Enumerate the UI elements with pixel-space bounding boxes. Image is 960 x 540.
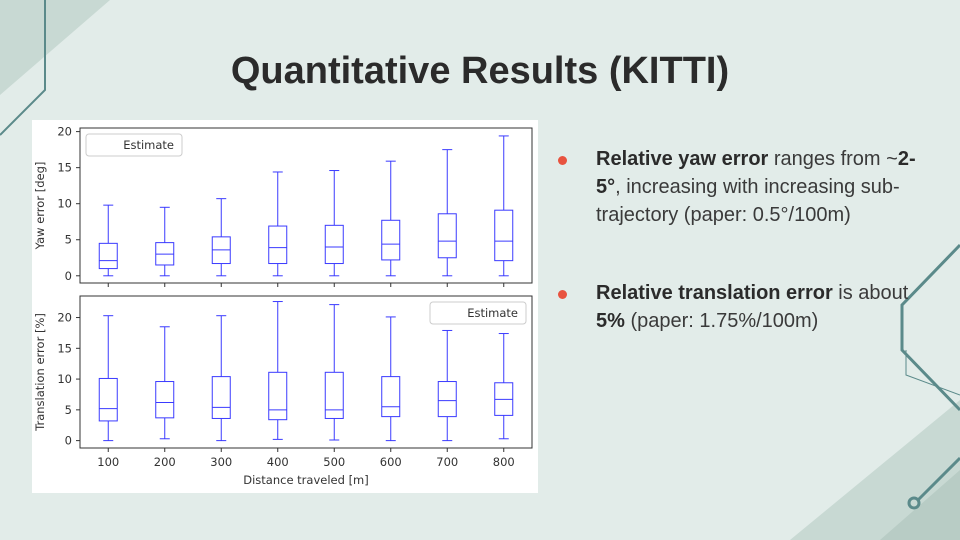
bullet-yaw-text-a: ranges from ~ <box>768 148 898 170</box>
y-axis-label: Translation error [%] <box>33 313 47 432</box>
plot-frame <box>79 295 533 449</box>
corner-line-right <box>900 243 960 412</box>
y-axis-label: Yaw error [deg] <box>33 162 47 251</box>
y-tick-label: 15 <box>57 341 72 355</box>
y-tick-label: 0 <box>65 434 72 448</box>
box-iqr <box>324 371 344 419</box>
x-tick-label: 700 <box>436 455 458 469</box>
y-tick-label: 5 <box>65 233 72 247</box>
corner-shape-top-left <box>0 0 110 95</box>
bullet-translation-term: Relative translation error <box>596 282 833 304</box>
bullet-yaw-text-b: , increasing with increasing sub-traject… <box>596 176 900 226</box>
legend-box <box>429 301 527 325</box>
corner-line-right-thin <box>905 350 960 396</box>
legend-label: Estimate <box>123 138 174 152</box>
bullet-list: Relative yaw error ranges from ~2-5°, in… <box>556 145 936 335</box>
x-tick-label: 800 <box>493 455 515 469</box>
box-iqr <box>381 376 401 418</box>
box-iqr <box>268 225 288 265</box>
y-tick-label: 10 <box>57 372 72 386</box>
bullet-dot <box>558 156 567 165</box>
boxplot-figure: 0 5 10 15 20 Yaw error [deg] Estimate 0 5 10 15 20 1… <box>32 120 538 493</box>
bullet-yaw-range: 2-5° <box>596 148 916 198</box>
x-tick-label: 500 <box>323 455 345 469</box>
plot-frame <box>79 127 533 284</box>
box-iqr <box>211 376 231 419</box>
box-iqr <box>437 381 457 418</box>
legend-label: Estimate <box>467 306 518 320</box>
bullet-yaw: Relative yaw error ranges from ~2-5°, in… <box>556 145 936 229</box>
x-tick-label: 600 <box>380 455 402 469</box>
x-axis-label: Distance traveled [m] <box>243 473 369 487</box>
y-tick-label: 20 <box>57 311 72 325</box>
x-tick-label: 400 <box>267 455 289 469</box>
box-iqr <box>324 224 344 265</box>
corner-line-bottom-right <box>916 456 960 502</box>
y-tick-label: 0 <box>65 269 72 283</box>
bullet-translation-text-b: (paper: 1.75%/100m) <box>624 310 819 332</box>
slide-title: Quantitative Results (KITTI) <box>230 50 730 92</box>
corner-line-top-left <box>0 0 46 136</box>
corner-node <box>907 496 921 510</box>
box-iqr <box>155 381 175 419</box>
x-tick-label: 100 <box>97 455 119 469</box>
boxplot-chart: 0 5 10 15 20 Yaw error [deg] Estimate 0 5 10 15 20 1… <box>33 125 533 487</box>
box-iqr <box>381 219 401 261</box>
box-iqr <box>268 371 288 421</box>
y-tick-label: 10 <box>57 197 72 211</box>
bullet-dot <box>558 290 567 299</box>
bullet-translation-text-a: is about <box>832 282 909 304</box>
x-tick-label: 300 <box>210 455 232 469</box>
x-tick-label: 200 <box>154 455 176 469</box>
legend-box <box>85 133 183 157</box>
bullet-translation: Relative translation error is about 5% (… <box>556 279 936 335</box>
bullet-yaw-term: Relative yaw error <box>596 148 769 170</box>
bullet-translation-value: 5% <box>596 310 625 332</box>
y-tick-label: 20 <box>57 125 72 139</box>
box-iqr <box>98 242 118 270</box>
box-iqr <box>494 209 514 262</box>
y-tick-label: 5 <box>65 403 72 417</box>
box-iqr <box>98 377 118 422</box>
box-iqr <box>437 213 457 259</box>
y-tick-label: 15 <box>57 161 72 175</box>
